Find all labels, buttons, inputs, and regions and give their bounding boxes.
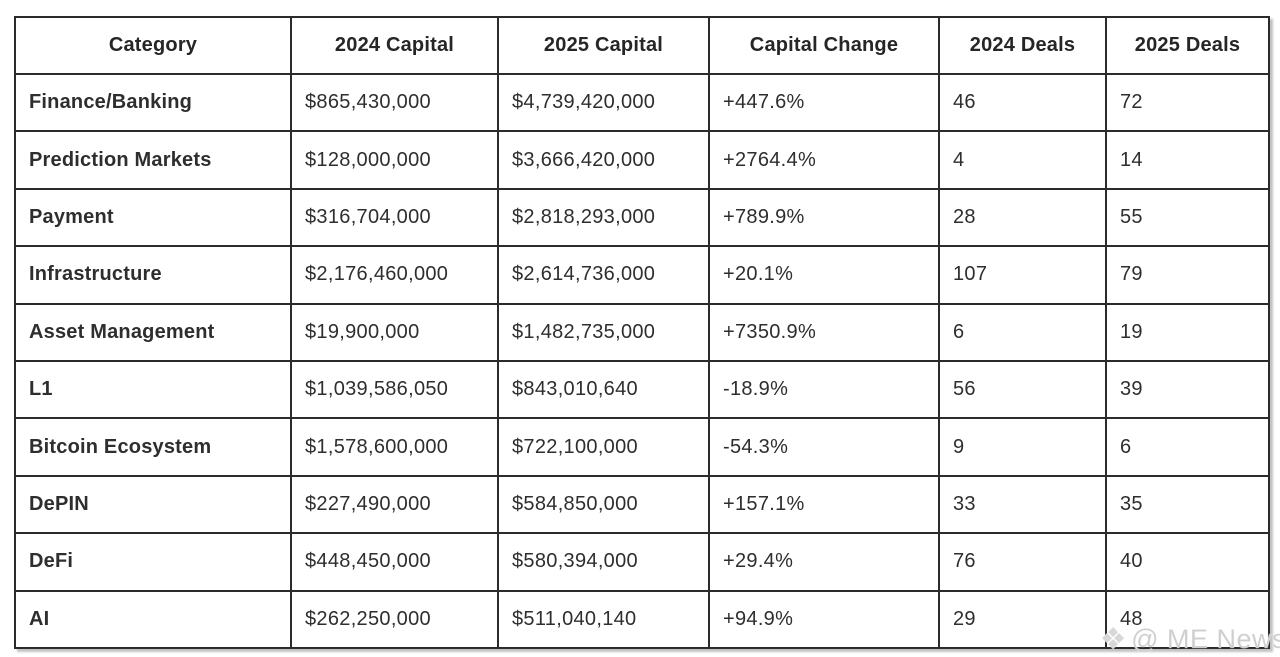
cell-2024-capital: $448,450,000: [290, 532, 499, 592]
cell-2024-deals: 28: [938, 187, 1107, 248]
cell-capital-change: +157.1%: [708, 474, 940, 535]
table-header-row: Category 2024 Capital 2025 Capital Capit…: [14, 16, 1270, 75]
cell-2025-capital: $3,666,420,000: [497, 130, 710, 190]
column-header-capital-change: Capital Change: [708, 16, 940, 75]
cell-2025-deals: 55: [1105, 187, 1270, 248]
cell-2024-capital: $128,000,000: [290, 130, 499, 190]
cell-2024-deals: 6: [938, 302, 1107, 362]
cell-2025-capital: $1,482,735,000: [497, 302, 710, 362]
cell-2025-deals: 14: [1105, 130, 1270, 190]
funding-comparison-table: Category 2024 Capital 2025 Capital Capit…: [14, 16, 1270, 650]
cell-2025-deals: 72: [1105, 72, 1270, 133]
column-header-2024-capital: 2024 Capital: [290, 16, 499, 75]
cell-2024-deals: 107: [938, 245, 1107, 305]
cell-category: DePIN: [14, 474, 292, 535]
cell-2025-capital: $2,818,293,000: [497, 187, 710, 248]
cell-2024-deals: 56: [938, 359, 1107, 420]
cell-2025-capital: $2,614,736,000: [497, 245, 710, 305]
cell-2025-capital: $4,739,420,000: [497, 72, 710, 133]
table-row: Finance/Banking $865,430,000 $4,739,420,…: [14, 72, 1270, 133]
cell-2024-deals: 4: [938, 130, 1107, 190]
table-row: Prediction Markets $128,000,000 $3,666,4…: [14, 130, 1270, 190]
cell-2024-deals: 76: [938, 532, 1107, 592]
cell-2024-deals: 9: [938, 417, 1107, 477]
cell-2025-deals: 40: [1105, 532, 1270, 592]
cell-category: L1: [14, 359, 292, 420]
table-row: Infrastructure $2,176,460,000 $2,614,736…: [14, 245, 1270, 305]
cell-capital-change: +2764.4%: [708, 130, 940, 190]
cell-2024-capital: $865,430,000: [290, 72, 499, 133]
cell-capital-change: +7350.9%: [708, 302, 940, 362]
cell-category: DeFi: [14, 532, 292, 592]
table-row: AI $262,250,000 $511,040,140 +94.9% 29 4…: [14, 589, 1270, 650]
cell-category: Prediction Markets: [14, 130, 292, 190]
cell-capital-change: +29.4%: [708, 532, 940, 592]
cell-capital-change: +20.1%: [708, 245, 940, 305]
table-row: Payment $316,704,000 $2,818,293,000 +789…: [14, 187, 1270, 248]
cell-category: Asset Management: [14, 302, 292, 362]
column-header-2025-capital: 2025 Capital: [497, 16, 710, 75]
cell-2024-deals: 29: [938, 589, 1107, 650]
cell-category: Infrastructure: [14, 245, 292, 305]
cell-2025-capital: $580,394,000: [497, 532, 710, 592]
cell-2024-capital: $1,039,586,050: [290, 359, 499, 420]
cell-2024-capital: $316,704,000: [290, 187, 499, 248]
cell-2025-deals: 35: [1105, 474, 1270, 535]
column-header-2025-deals: 2025 Deals: [1105, 16, 1270, 75]
cell-category: Finance/Banking: [14, 72, 292, 133]
cell-2025-deals: 39: [1105, 359, 1270, 420]
cell-2025-capital: $722,100,000: [497, 417, 710, 477]
cell-2024-deals: 46: [938, 72, 1107, 133]
cell-2025-deals: 79: [1105, 245, 1270, 305]
cell-capital-change: +94.9%: [708, 589, 940, 650]
cell-2025-deals: 19: [1105, 302, 1270, 362]
table-row: Bitcoin Ecosystem $1,578,600,000 $722,10…: [14, 417, 1270, 477]
cell-2025-capital: $511,040,140: [497, 589, 710, 650]
cell-2024-deals: 33: [938, 474, 1107, 535]
table-row: DePIN $227,490,000 $584,850,000 +157.1% …: [14, 474, 1270, 535]
cell-2024-capital: $1,578,600,000: [290, 417, 499, 477]
table-row: L1 $1,039,586,050 $843,010,640 -18.9% 56…: [14, 359, 1270, 420]
cell-capital-change: -18.9%: [708, 359, 940, 420]
cell-category: Bitcoin Ecosystem: [14, 417, 292, 477]
cell-2025-deals: 6: [1105, 417, 1270, 477]
table-row: Asset Management $19,900,000 $1,482,735,…: [14, 302, 1270, 362]
cell-2024-capital: $262,250,000: [290, 589, 499, 650]
cell-capital-change: +789.9%: [708, 187, 940, 248]
cell-2024-capital: $2,176,460,000: [290, 245, 499, 305]
cell-capital-change: +447.6%: [708, 72, 940, 133]
cell-capital-change: -54.3%: [708, 417, 940, 477]
cell-2024-capital: $227,490,000: [290, 474, 499, 535]
cell-2025-capital: $584,850,000: [497, 474, 710, 535]
cell-category: AI: [14, 589, 292, 650]
cell-2025-capital: $843,010,640: [497, 359, 710, 420]
table-row: DeFi $448,450,000 $580,394,000 +29.4% 76…: [14, 532, 1270, 592]
column-header-2024-deals: 2024 Deals: [938, 16, 1107, 75]
cell-2025-deals: 48: [1105, 589, 1270, 650]
cell-category: Payment: [14, 187, 292, 248]
column-header-category: Category: [14, 16, 292, 75]
cell-2024-capital: $19,900,000: [290, 302, 499, 362]
